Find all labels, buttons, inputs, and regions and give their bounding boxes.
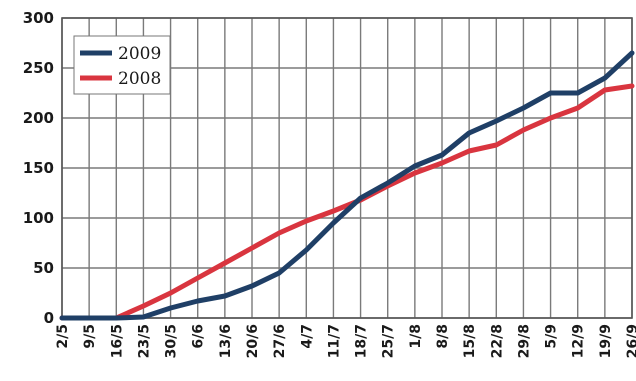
x-tick-label: 20/6 [245,324,261,358]
plot-frame [61,17,633,319]
x-tick-label: 18/7 [354,324,370,358]
chart-series [59,50,635,321]
y-tick-label: 100 [23,209,54,227]
x-tick-label: 25/7 [381,324,397,358]
x-tick-label: 2/5 [55,324,71,349]
x-tick-label: 22/8 [489,324,505,358]
x-tick-label: 27/6 [272,324,288,358]
x-tick-label: 29/8 [516,324,532,358]
x-tick-label: 1/8 [408,324,424,349]
x-tick-label: 13/6 [218,324,234,358]
x-tick-label: 12/9 [571,324,587,358]
x-tick-label: 9/5 [82,324,98,349]
x-tick-label: 23/5 [136,324,152,358]
x-tick-label: 26/9 [625,324,636,358]
legend-box [73,35,171,95]
x-tick-label: 15/8 [462,324,478,358]
legend-label-2008: 2008 [118,69,161,89]
chart-axes: 2/5 9/5 16/5 23/5 30/5 6/6 13/6 20/6 27/6 4/7 11/7… [23,9,636,358]
series-line-2009 [59,50,635,321]
legend-label-2009: 2009 [118,44,161,64]
y-tick-label: 250 [23,59,54,77]
chart-legend: 2009 2008 [73,35,171,95]
x-tick-label: 30/5 [164,324,180,358]
series-line-2008 [59,83,635,321]
y-tick-label: 0 [44,309,54,327]
x-tick-label: 19/9 [598,324,614,358]
x-tick-label: 5/9 [544,324,560,349]
y-tick-label: 300 [23,9,54,27]
y-tick-label: 200 [23,109,54,127]
x-tick-label: 11/7 [326,324,342,358]
x-tick-label: 4/7 [299,324,315,349]
x-tick-label: 8/8 [435,324,451,349]
x-tick-label: 6/6 [191,324,207,349]
y-tick-label: 150 [23,159,54,177]
y-tick-label: 50 [33,259,54,277]
x-tick-label: 16/5 [109,324,125,358]
